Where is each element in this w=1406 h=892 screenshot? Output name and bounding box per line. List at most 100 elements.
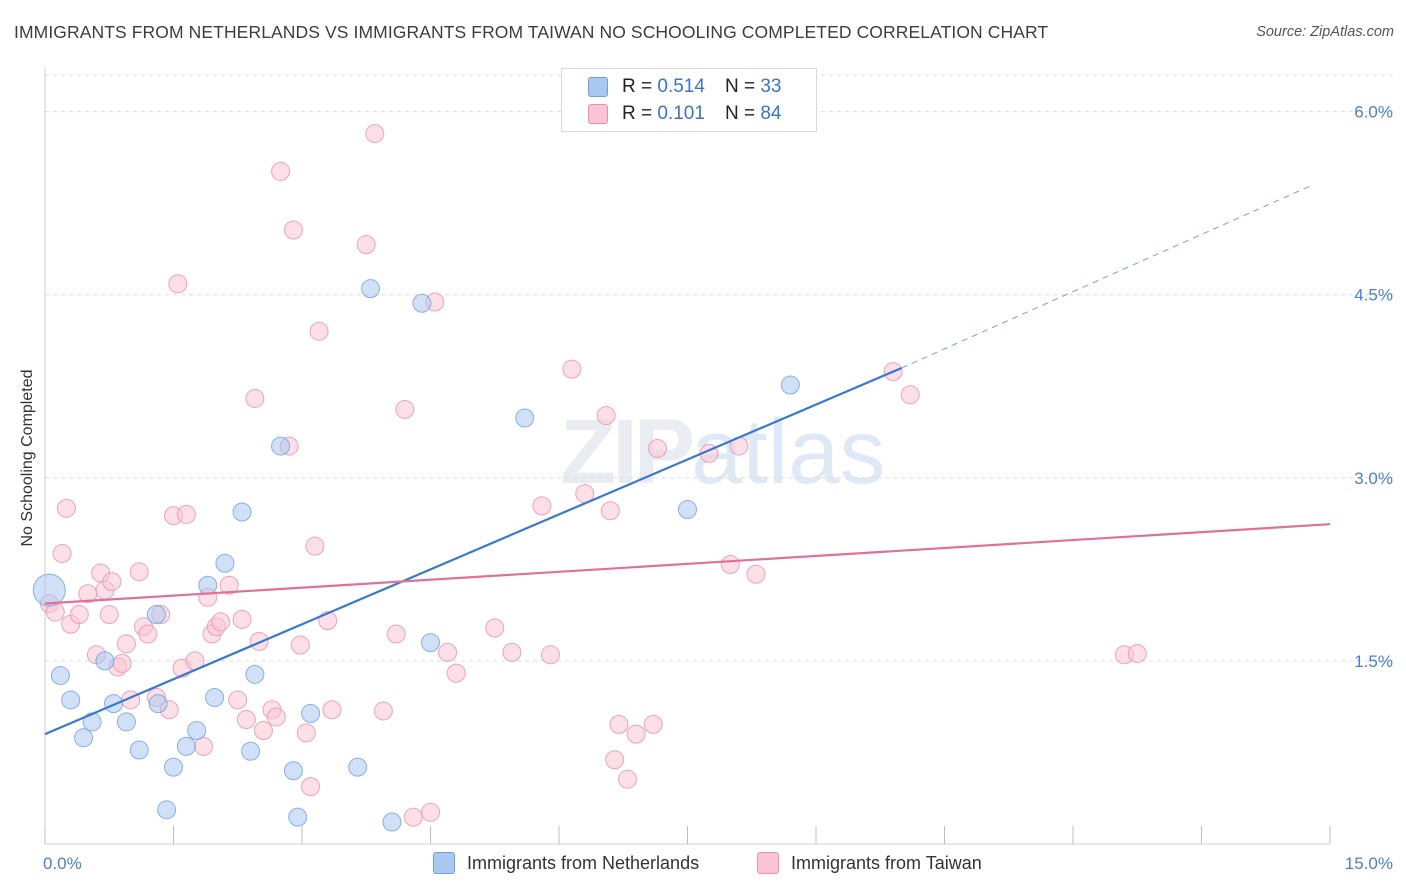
- trend-line-taiwan: [44, 523, 1331, 605]
- trend-lines: [44, 184, 1331, 736]
- point-taiwan: [403, 807, 423, 827]
- point-netherlands: [241, 741, 261, 761]
- trend-line-netherlands: [44, 366, 903, 736]
- legend-row-taiwan: R = 0.101 N = 84: [588, 101, 781, 127]
- point-netherlands: [361, 279, 381, 299]
- point-taiwan: [52, 543, 72, 563]
- bottom-legend-swatch-taiwan: [757, 852, 779, 874]
- point-taiwan: [395, 399, 415, 419]
- point-netherlands: [74, 728, 94, 748]
- point-netherlands: [215, 553, 235, 573]
- point-taiwan: [116, 634, 136, 654]
- axes: [44, 67, 1331, 845]
- legend-r-label: R =: [622, 103, 653, 124]
- point-netherlands: [271, 436, 291, 456]
- y-tick-label: 6.0%: [1354, 103, 1393, 122]
- point-taiwan: [618, 769, 638, 789]
- point-taiwan: [236, 709, 256, 729]
- point-taiwan: [322, 700, 342, 720]
- point-taiwan: [562, 359, 582, 379]
- bottom-legend-label-netherlands: Immigrants from Netherlands: [467, 852, 700, 873]
- point-netherlands: [146, 605, 166, 625]
- point-netherlands: [515, 408, 535, 428]
- point-taiwan: [386, 624, 406, 644]
- point-taiwan: [485, 618, 505, 638]
- point-taiwan: [746, 564, 766, 584]
- point-netherlands: [245, 664, 265, 684]
- point-taiwan: [99, 605, 119, 625]
- point-taiwan: [290, 635, 310, 655]
- point-taiwan: [720, 554, 740, 574]
- point-taiwan: [228, 690, 248, 710]
- point-taiwan: [626, 724, 646, 744]
- point-netherlands: [50, 666, 70, 686]
- point-taiwan: [605, 750, 625, 770]
- point-netherlands: [421, 633, 440, 653]
- legend-n-label: N =: [724, 103, 756, 124]
- point-taiwan: [129, 562, 149, 582]
- point-netherlands: [32, 573, 66, 607]
- point-taiwan: [421, 802, 440, 822]
- point-taiwan: [600, 501, 620, 521]
- point-netherlands: [164, 757, 183, 777]
- chart-title: IMMIGRANTS FROM NETHERLANDS VS IMMIGRANT…: [14, 22, 1049, 42]
- x-tick-label-min: 0.0%: [43, 854, 82, 873]
- legend-swatch-taiwan: [588, 104, 608, 124]
- gridlines: [45, 74, 1395, 662]
- point-taiwan: [249, 631, 269, 651]
- point-taiwan: [112, 653, 132, 673]
- point-taiwan: [309, 321, 329, 341]
- point-taiwan: [1127, 644, 1147, 664]
- point-netherlands: [288, 807, 308, 827]
- point-netherlands: [348, 757, 368, 777]
- point-taiwan: [56, 498, 76, 518]
- point-netherlands: [198, 575, 218, 595]
- point-netherlands: [301, 703, 321, 723]
- y-tick-label: 4.5%: [1354, 286, 1393, 305]
- point-taiwan: [138, 624, 158, 644]
- point-taiwan: [168, 274, 188, 294]
- point-netherlands: [176, 736, 196, 756]
- point-netherlands: [283, 761, 303, 781]
- point-netherlands: [780, 375, 800, 395]
- point-taiwan: [232, 609, 252, 629]
- legend-r-value-taiwan: 0.101: [657, 103, 705, 124]
- point-taiwan: [219, 575, 239, 595]
- point-taiwan: [438, 642, 458, 662]
- point-taiwan: [609, 714, 629, 734]
- point-taiwan: [502, 642, 522, 662]
- point-netherlands: [412, 293, 432, 313]
- point-taiwan: [69, 605, 89, 625]
- legend-n-value-taiwan: 84: [760, 103, 782, 124]
- legend-row-netherlands: R = 0.514 N = 33: [588, 74, 781, 100]
- point-taiwan: [193, 736, 213, 756]
- y-tick-label: 3.0%: [1354, 469, 1393, 488]
- legend-r-label: R =: [622, 76, 653, 97]
- point-netherlands: [61, 690, 81, 710]
- point-netherlands: [116, 712, 136, 732]
- point-taiwan: [356, 235, 376, 255]
- tick-labels: 1.5% 3.0% 4.5% 6.0% 0.0% 15.0%: [43, 103, 1393, 873]
- point-taiwan: [305, 536, 325, 556]
- watermark-light: atlas: [691, 401, 886, 503]
- legend-n-label: N =: [724, 76, 756, 97]
- point-netherlands: [157, 800, 177, 820]
- x-tick-label-max: 15.0%: [1345, 854, 1393, 873]
- point-taiwan: [296, 723, 316, 743]
- data-points: [32, 124, 1147, 832]
- point-taiwan: [540, 645, 560, 665]
- bottom-legend-taiwan: Immigrants from Taiwan: [757, 852, 982, 874]
- legend-n-value-netherlands: 33: [760, 76, 782, 97]
- point-taiwan: [648, 439, 668, 459]
- bottom-legend-label-taiwan: Immigrants from Taiwan: [791, 852, 982, 873]
- point-taiwan: [283, 220, 303, 240]
- legend-swatch-netherlands: [588, 77, 608, 97]
- point-taiwan: [102, 572, 122, 592]
- bottom-legend-swatch-netherlands: [433, 852, 455, 874]
- point-taiwan: [176, 504, 196, 524]
- source-label: Source: ZipAtlas.com: [1256, 24, 1394, 40]
- point-taiwan: [365, 124, 385, 144]
- point-taiwan: [271, 161, 291, 181]
- legend-r-value-netherlands: 0.514: [657, 76, 705, 97]
